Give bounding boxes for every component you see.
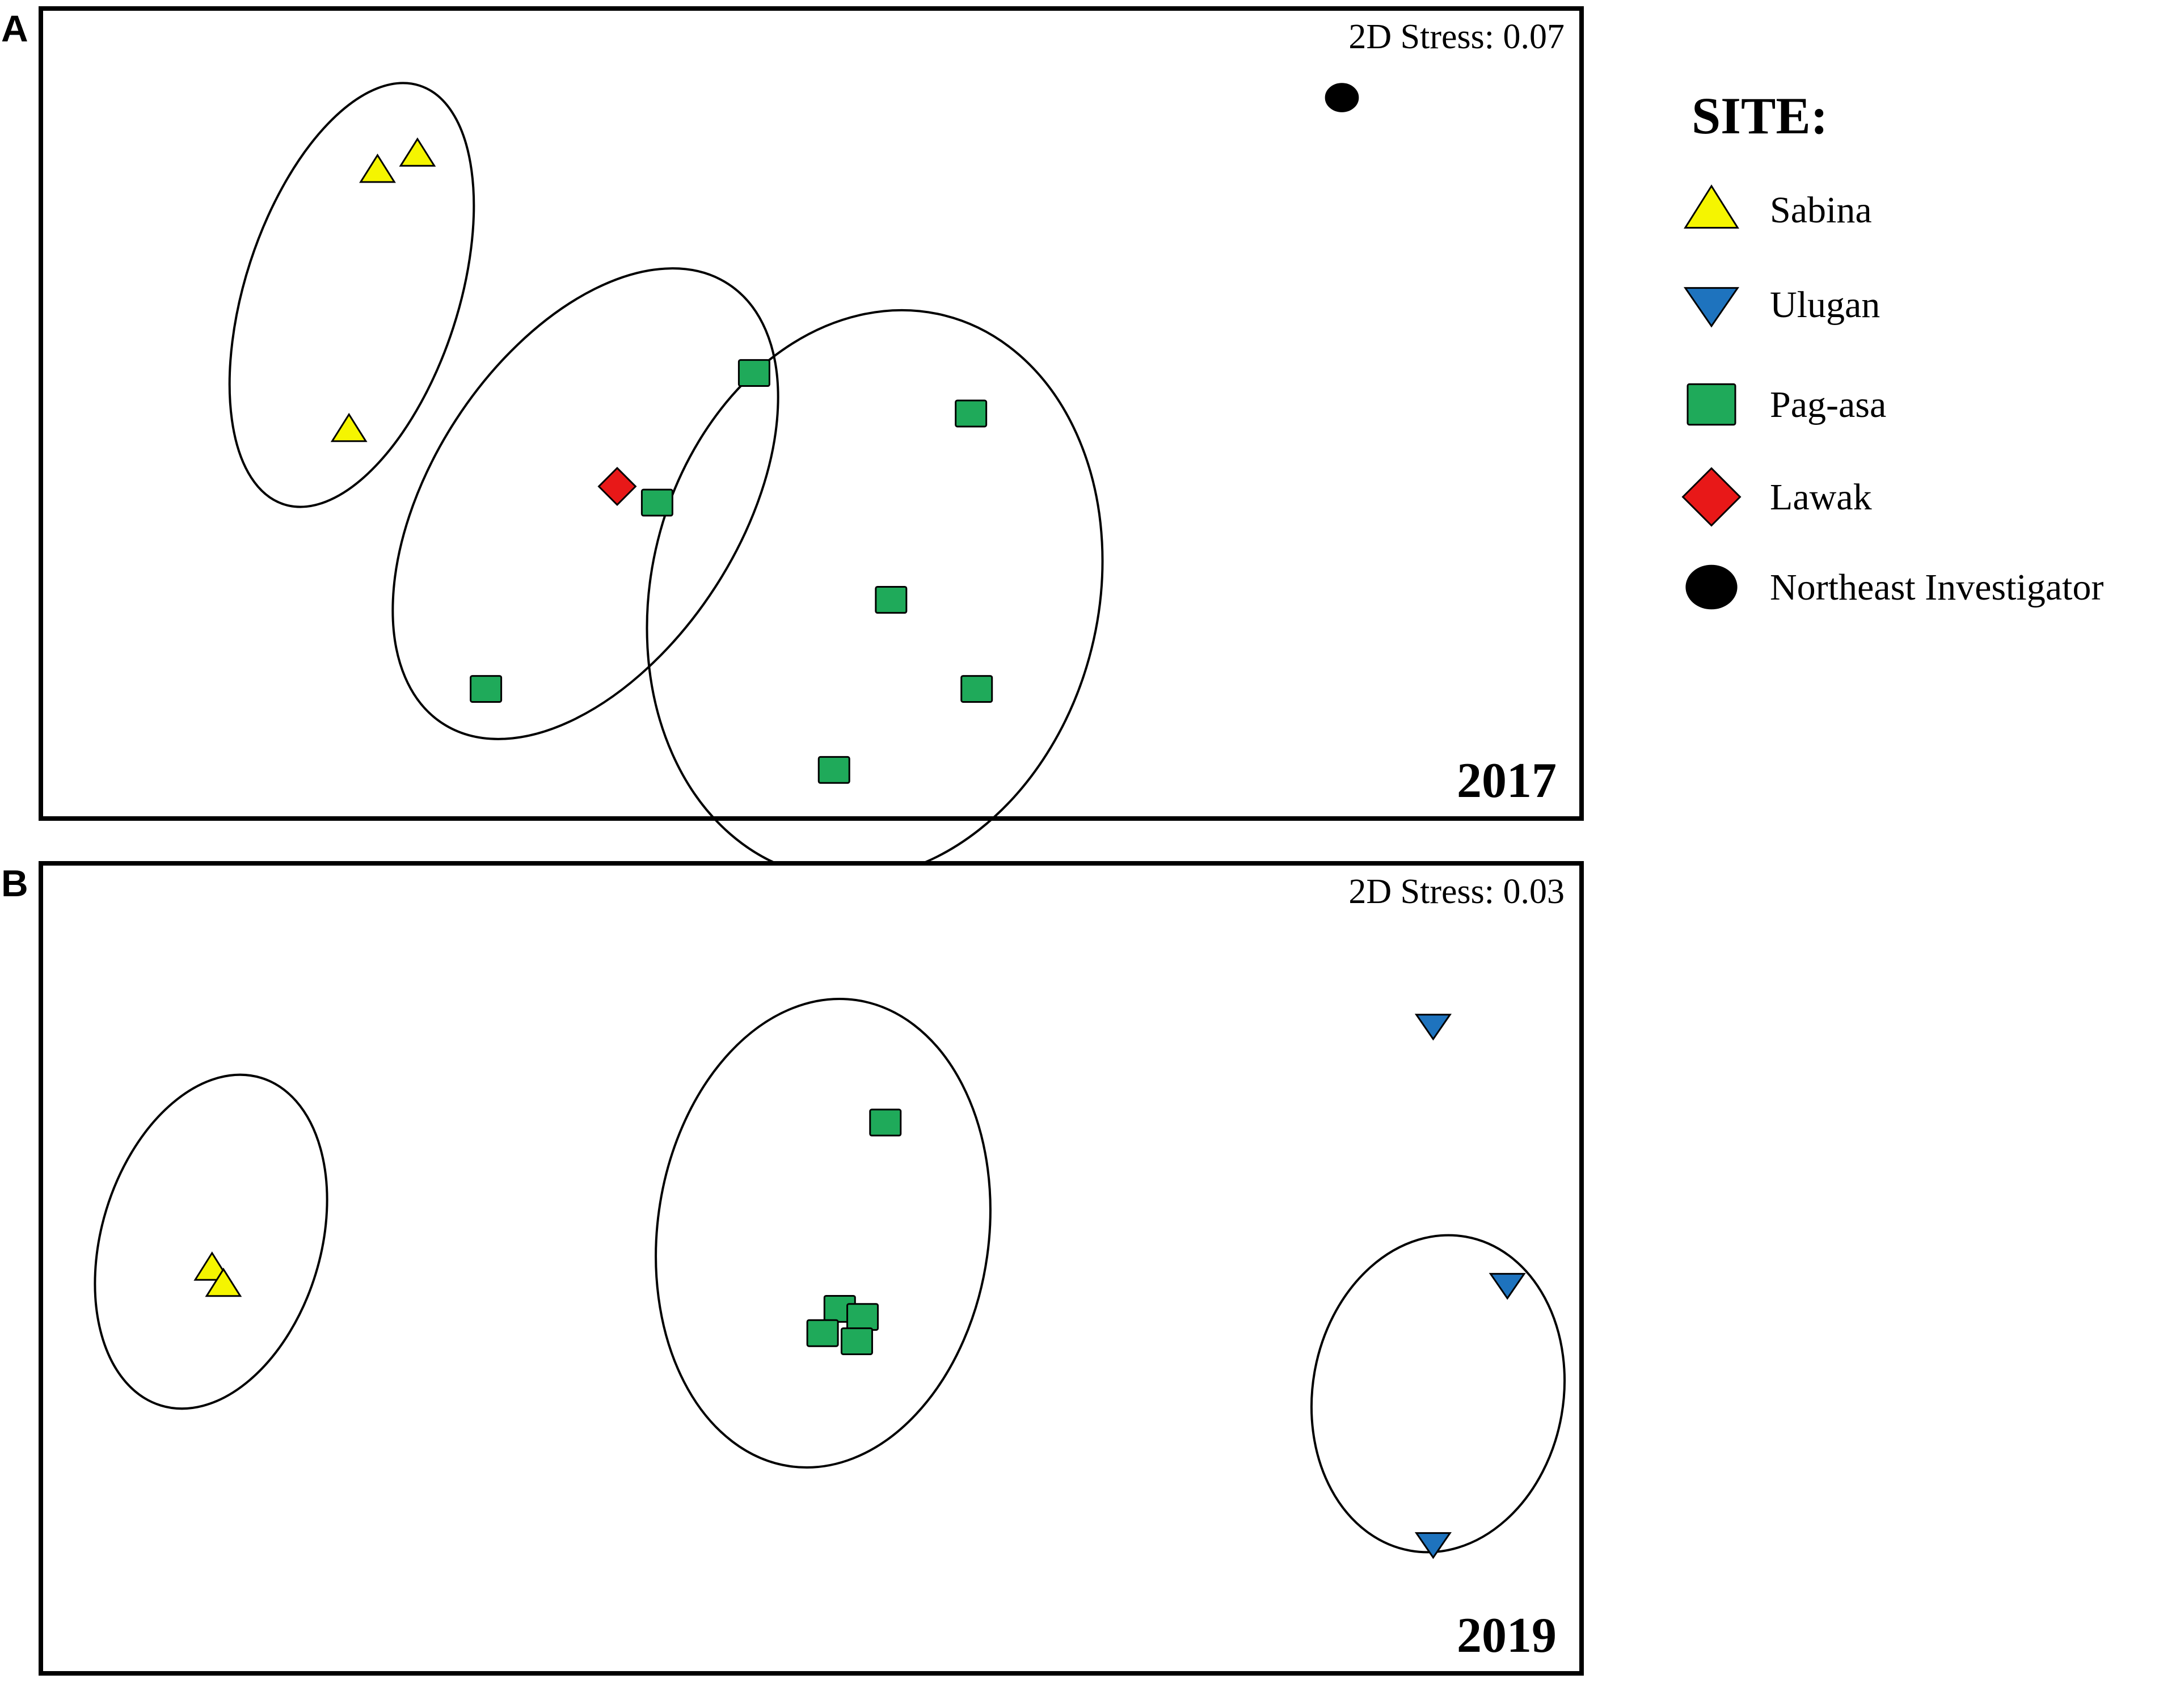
data-point	[955, 399, 988, 428]
data-point	[359, 153, 396, 183]
legend-swatch	[1683, 287, 1740, 328]
plot-frame	[39, 861, 1584, 1676]
legend-label: Ulugan	[1770, 284, 1880, 326]
series-pag-asa	[806, 1108, 902, 1355]
cluster-ellipse	[655, 998, 992, 1469]
panel-label: B	[1, 862, 28, 904]
data-point	[1414, 1532, 1452, 1559]
legend-item: Pag-asa	[1687, 383, 1886, 426]
series-sabina	[193, 1251, 242, 1297]
legend: SITE: Sabina Ulugan Pag-asa Lawak Northeast I…	[1681, 87, 2103, 610]
data-point	[205, 1267, 242, 1297]
cluster-ellipse	[228, 82, 475, 508]
data-point	[1489, 1273, 1526, 1300]
data-point	[330, 412, 368, 442]
year-label: 2017	[1457, 753, 1557, 808]
cluster-ellipse	[94, 1073, 328, 1410]
legend-label: Sabina	[1770, 189, 1872, 231]
data-point	[960, 675, 993, 703]
legend-label: Northeast Investigator	[1770, 567, 2103, 608]
plot-frame	[39, 6, 1584, 821]
data-point	[1414, 1014, 1452, 1041]
data-point	[597, 466, 637, 507]
stress-value: 2D Stress: 0.07	[1348, 18, 1565, 56]
data-point	[806, 1319, 839, 1347]
data-point	[869, 1108, 902, 1137]
panel-label: A	[1, 7, 28, 49]
data-point	[640, 488, 673, 517]
data-point	[470, 675, 503, 703]
legend-swatch	[1685, 564, 1738, 610]
year-label: 2019	[1457, 1608, 1557, 1663]
legend-swatch	[1687, 383, 1736, 426]
legend-item: Ulugan	[1683, 284, 1880, 328]
stress-value: 2D Stress: 0.03	[1348, 872, 1565, 911]
series-sabina	[330, 137, 436, 442]
legend-item: Lawak	[1681, 467, 1872, 527]
series-pag-asa	[470, 359, 993, 784]
series-lawak	[597, 466, 637, 507]
legend-swatch	[1681, 467, 1742, 527]
legend-item: Sabina	[1684, 184, 1872, 231]
data-point	[875, 585, 908, 614]
legend-title: SITE:	[1692, 87, 1828, 145]
legend-item: Northeast Investigator	[1685, 564, 2103, 610]
cluster-ellipse	[391, 267, 779, 740]
series-ulugan	[1414, 1014, 1526, 1559]
legend-label: Pag-asa	[1770, 384, 1886, 425]
data-point	[737, 359, 770, 387]
data-point	[399, 137, 436, 167]
data-point	[1325, 83, 1359, 112]
panel-A: A 2D Stress: 0.07 2017	[1, 6, 1584, 880]
legend-label: Lawak	[1770, 476, 1872, 518]
legend-swatch	[1684, 184, 1739, 229]
data-point	[840, 1327, 873, 1355]
data-point	[846, 1303, 879, 1331]
series-northeast-investigator	[1325, 83, 1359, 112]
cluster-ellipse	[1310, 1234, 1566, 1554]
panel-B: B 2D Stress: 0.03 2019	[1, 861, 1584, 1676]
data-point	[817, 756, 850, 784]
